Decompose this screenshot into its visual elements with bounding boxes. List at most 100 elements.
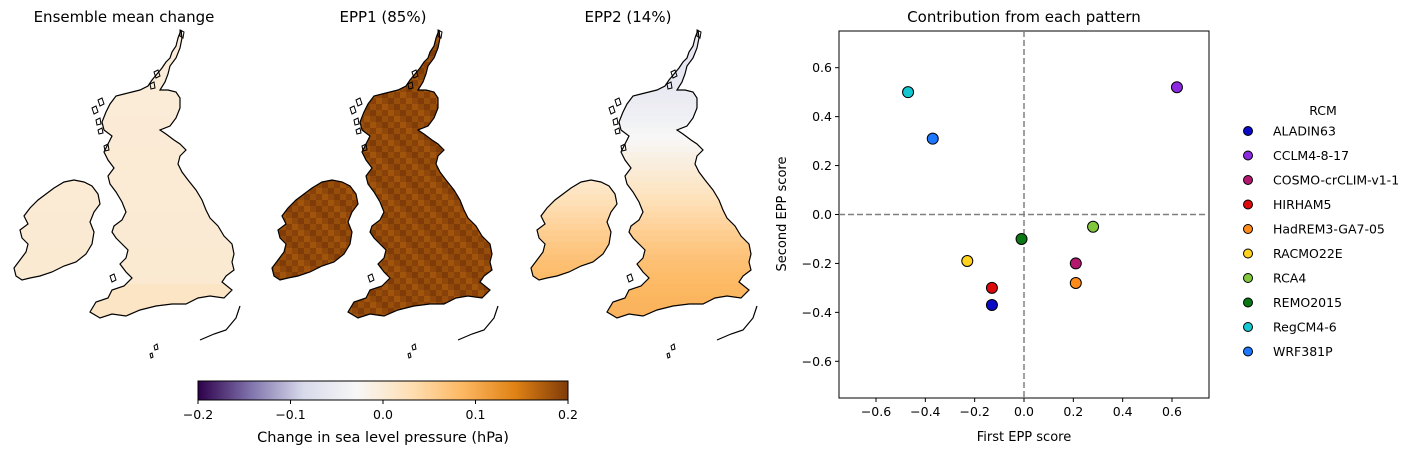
map-cell-gb bbox=[430, 302, 437, 309]
map-cell-gb bbox=[184, 104, 191, 111]
map-cell-gb bbox=[136, 266, 143, 273]
map-cell-ireland bbox=[599, 272, 606, 279]
map-cell-gb bbox=[490, 296, 492, 303]
map-cell-gb bbox=[677, 146, 684, 153]
map-cell-gb bbox=[94, 50, 101, 57]
map-cell-gb bbox=[166, 224, 173, 231]
map-cell-ireland bbox=[316, 188, 323, 195]
map-cell-gb bbox=[611, 62, 618, 69]
map-cell-gb bbox=[400, 266, 407, 273]
island-outline bbox=[626, 273, 634, 283]
legend-marker bbox=[1243, 126, 1253, 136]
map-cell-gb bbox=[442, 74, 449, 81]
map-cell-gb bbox=[707, 152, 714, 159]
map-cell-gb bbox=[232, 296, 234, 303]
map-cell-gb bbox=[184, 56, 191, 63]
map-cell-gb bbox=[214, 134, 221, 141]
map-cell-gb bbox=[184, 152, 191, 159]
map-cell-gb bbox=[743, 164, 750, 171]
map-cell-ireland bbox=[100, 188, 107, 195]
map-cell-gb bbox=[719, 80, 726, 87]
map-cell-gb bbox=[647, 254, 654, 261]
map-cell-gb bbox=[160, 38, 167, 45]
map-cell-gb bbox=[348, 56, 353, 63]
map-cell-ireland bbox=[539, 236, 546, 243]
map-cell-ireland bbox=[94, 266, 100, 273]
map-cell-gb bbox=[160, 164, 167, 171]
map-cell-gb bbox=[617, 260, 624, 267]
map-cell-gb bbox=[713, 80, 720, 87]
map-cell-ireland bbox=[76, 254, 83, 261]
map-cell-gb bbox=[220, 62, 227, 69]
map-cell-ireland bbox=[88, 254, 95, 261]
map-cell-ireland bbox=[334, 194, 341, 201]
map-cell-ireland bbox=[563, 266, 570, 273]
map-cell-gb bbox=[731, 38, 738, 45]
map-cell-gb bbox=[208, 206, 215, 213]
map-cell-ireland bbox=[46, 266, 53, 273]
map-cell-gb bbox=[348, 98, 353, 105]
map-cell-gb bbox=[713, 290, 720, 297]
map-cell-ireland bbox=[310, 194, 317, 201]
map-cell-ireland bbox=[76, 194, 83, 201]
map-cell-ireland bbox=[557, 188, 564, 195]
map-cell-gb bbox=[172, 320, 179, 327]
map-cell-gb bbox=[448, 50, 455, 57]
map-cell-ireland bbox=[569, 254, 576, 261]
map-cell-gb bbox=[607, 260, 612, 267]
map-cell-ireland bbox=[88, 272, 95, 279]
map-cell-gb bbox=[430, 152, 437, 159]
map-cell-ireland bbox=[272, 182, 275, 189]
map-cell-gb bbox=[406, 110, 413, 117]
map-cell-gb bbox=[442, 68, 449, 75]
map-cell-gb bbox=[106, 32, 113, 39]
map-cell-gb bbox=[641, 230, 648, 237]
map-cell-gb bbox=[430, 212, 437, 219]
map-cell-gb bbox=[400, 278, 407, 285]
map-cell-gb bbox=[160, 50, 167, 57]
map-cell-gb bbox=[124, 260, 131, 267]
map-cell-gb bbox=[749, 284, 751, 291]
map-cell-gb bbox=[202, 116, 209, 123]
map-cell-gb bbox=[394, 296, 401, 303]
map-cell-gb bbox=[743, 194, 750, 201]
map-cell-gb bbox=[623, 242, 630, 249]
map-cell-gb bbox=[388, 290, 395, 297]
map-cell-gb bbox=[490, 32, 492, 39]
map-cell-gb bbox=[130, 278, 137, 285]
map-cell-gb bbox=[617, 38, 624, 45]
map-cell-gb bbox=[348, 30, 353, 33]
map-cell-gb bbox=[100, 224, 107, 231]
map-cell-gb bbox=[665, 158, 672, 165]
map-cell-gb bbox=[659, 242, 666, 249]
map-cell-gb bbox=[400, 182, 407, 189]
map-cell-gb bbox=[148, 272, 155, 279]
map-cell-gb bbox=[400, 170, 407, 177]
map-cell-gb bbox=[214, 50, 221, 57]
map-cell-ireland bbox=[14, 182, 17, 189]
map-cell-gb bbox=[100, 272, 107, 279]
map-cell-gb bbox=[677, 74, 684, 81]
map-cell-gb bbox=[683, 170, 690, 177]
map-cell-gb bbox=[749, 44, 751, 51]
map-cell-gb bbox=[130, 230, 137, 237]
map-cell-gb bbox=[671, 50, 678, 57]
map-cell-gb bbox=[731, 164, 738, 171]
map-cell-gb bbox=[418, 104, 425, 111]
map-cell-ireland bbox=[94, 194, 100, 201]
map-cell-gb bbox=[647, 158, 654, 165]
map-cell-gb bbox=[472, 224, 479, 231]
map-cell-gb bbox=[226, 86, 233, 93]
map-cell-ireland bbox=[611, 266, 617, 273]
map-cell-gb bbox=[490, 224, 492, 231]
map-cell-gb bbox=[364, 296, 371, 303]
map-cell-gb bbox=[160, 92, 167, 99]
map-cell-gb bbox=[629, 38, 636, 45]
map-cell-gb bbox=[202, 134, 209, 141]
map-cell-gb bbox=[388, 284, 395, 291]
map-cell-ireland bbox=[334, 224, 341, 231]
map-cell-ireland bbox=[340, 272, 347, 279]
map-cell-gb bbox=[424, 140, 431, 147]
map-cell-ireland bbox=[292, 242, 299, 249]
map-cell-gb bbox=[214, 278, 221, 285]
